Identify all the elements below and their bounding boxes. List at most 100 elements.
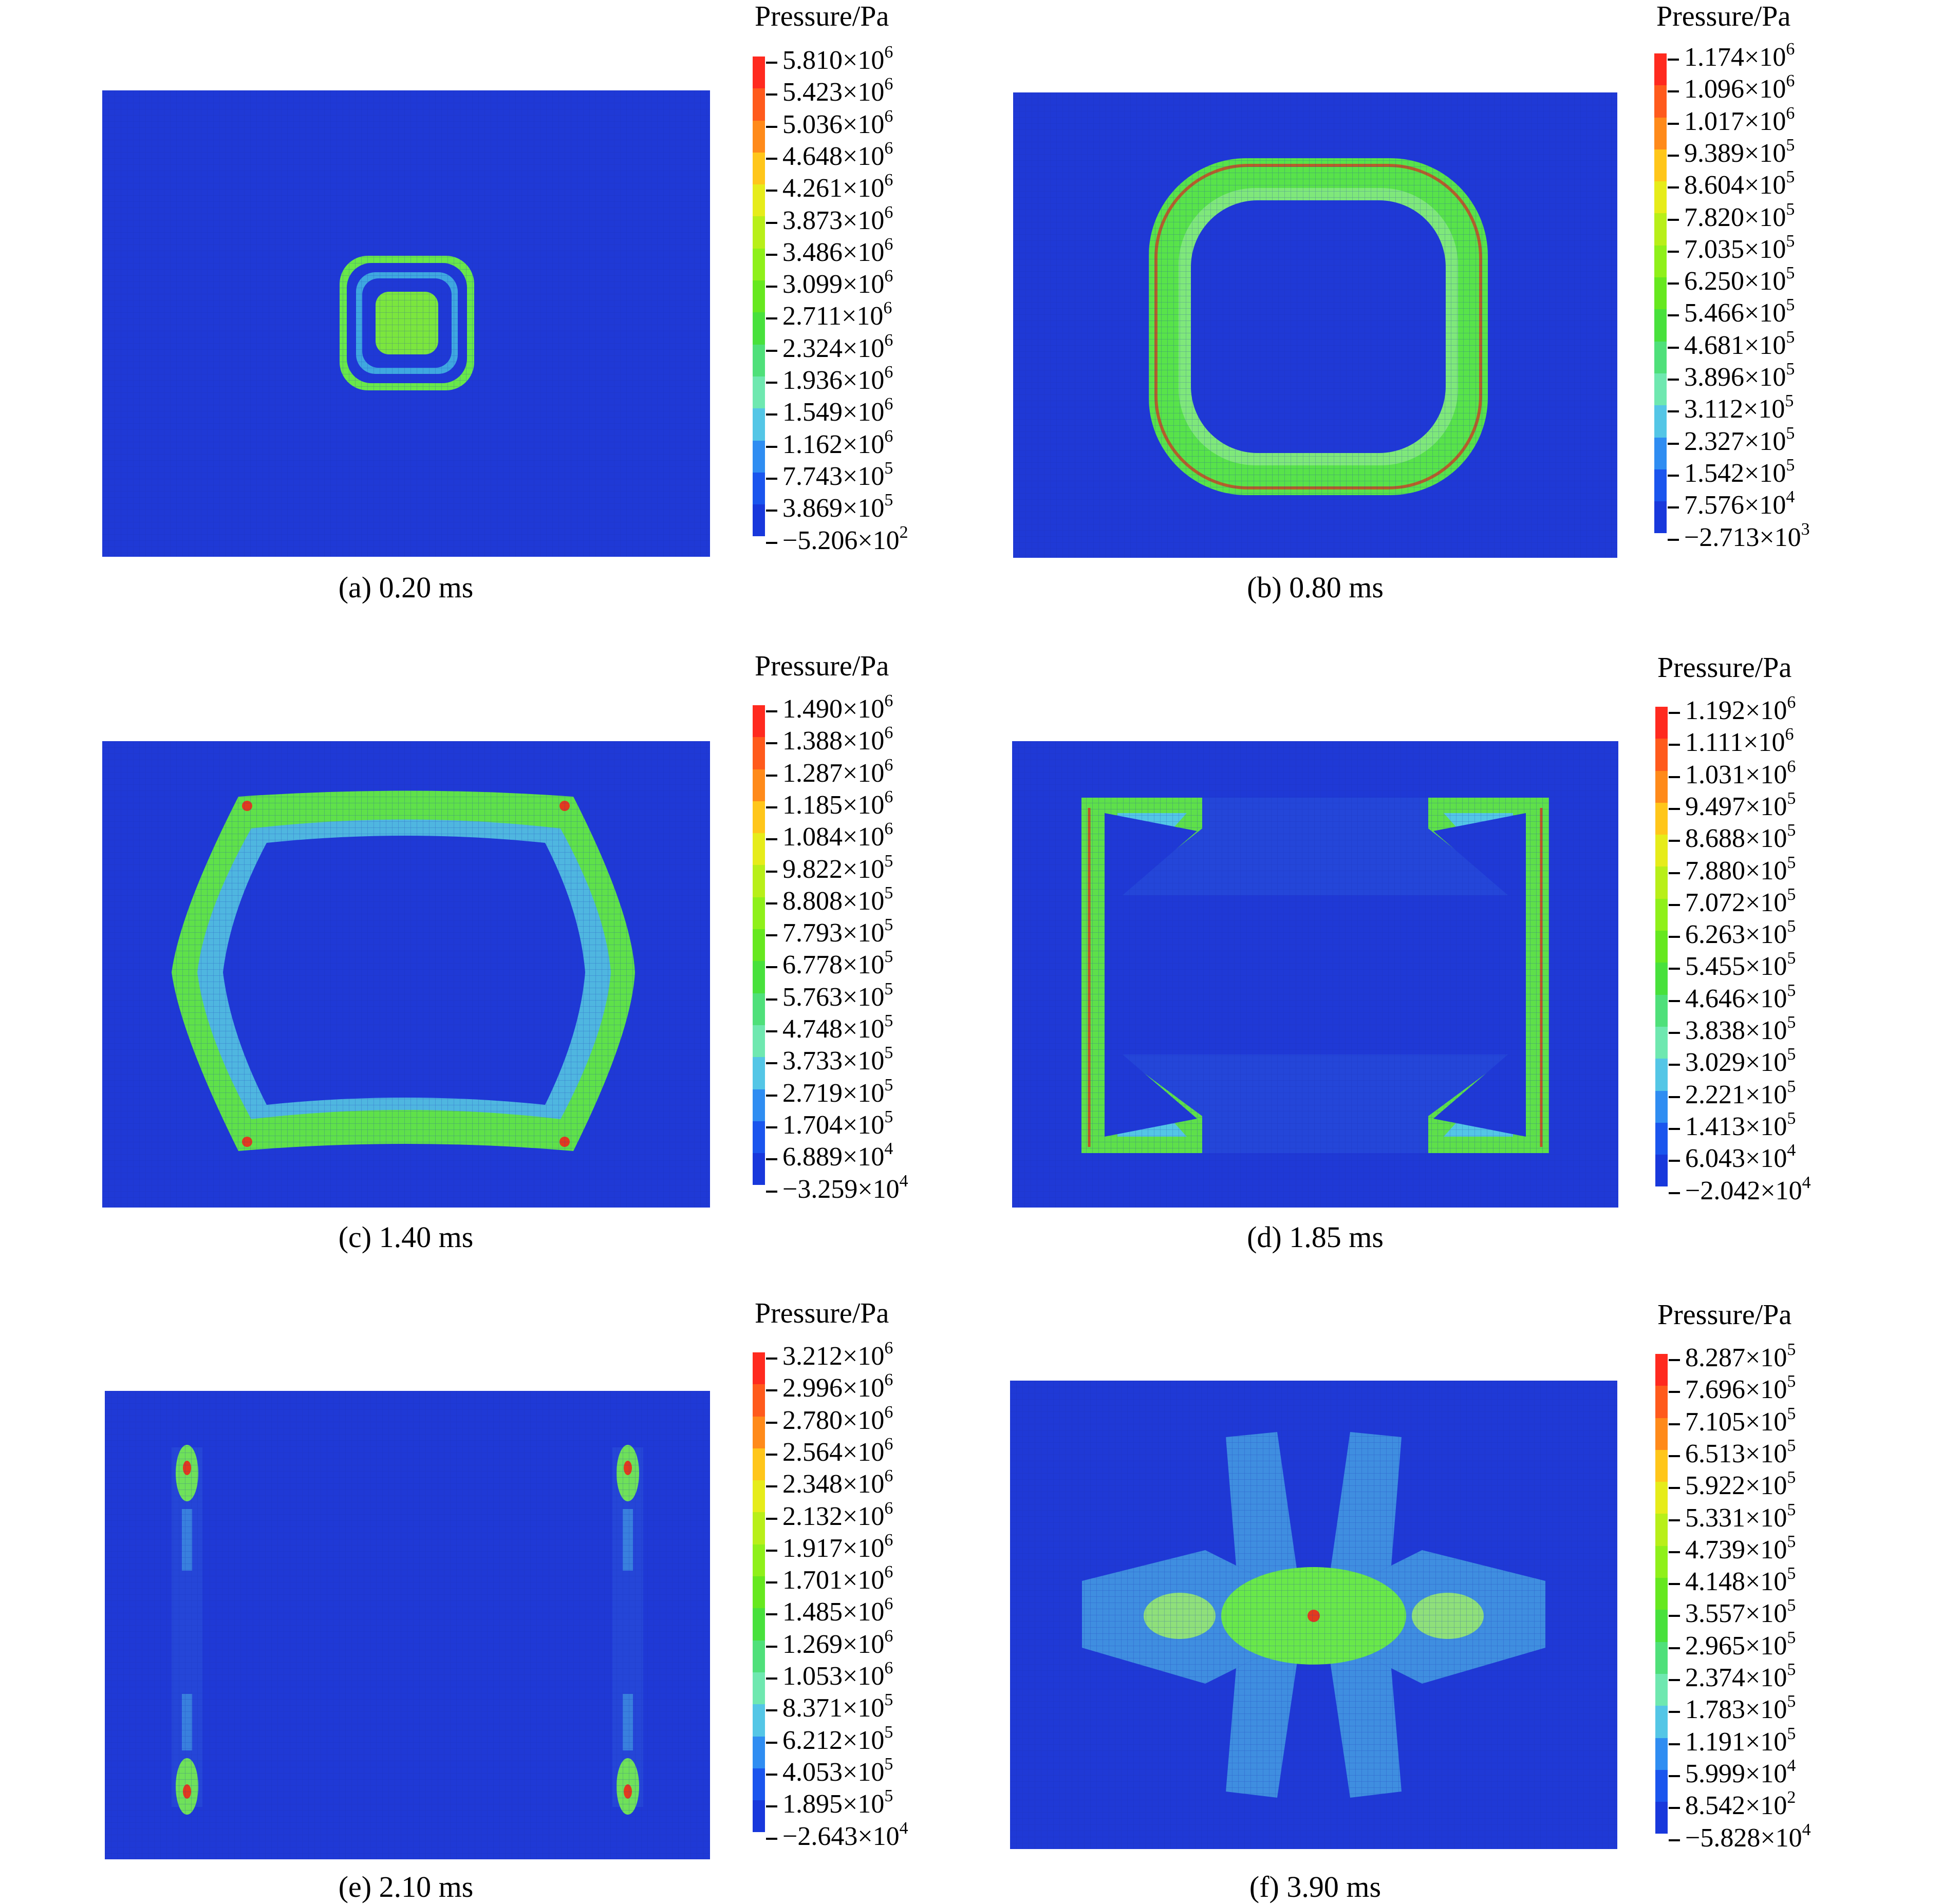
- colorbar: [1655, 707, 1668, 1187]
- tick-mark: [766, 1805, 777, 1808]
- tick-mark: [1668, 538, 1679, 541]
- colorbar-tick-label: 2.221×105: [1669, 1078, 1796, 1108]
- tick-mantissa: 5.922×10: [1685, 1471, 1787, 1501]
- colorbar-segment: [1654, 373, 1667, 406]
- colorbar-segment: [753, 280, 765, 313]
- colorbar-tick-label: 1.783×105: [1669, 1693, 1796, 1723]
- tick-mark: [766, 1062, 777, 1065]
- colorbar-segment: [753, 1416, 765, 1448]
- tick-mantissa: 5.455×10: [1685, 952, 1787, 982]
- tick-mark: [766, 1421, 777, 1424]
- colorbar-segment: [1654, 181, 1667, 214]
- tick-mantissa: 1.287×10: [782, 758, 885, 788]
- colorbar-tick-label: 9.497×105: [1669, 789, 1796, 820]
- panel-caption-e: (e) 2.10 ms: [338, 1870, 474, 1903]
- tick-mantissa: 5.810×10: [782, 46, 885, 75]
- tick-exponent: 6: [884, 234, 893, 254]
- tick-exponent: 6: [884, 171, 893, 190]
- tick-mantissa: 3.733×10: [782, 1046, 885, 1076]
- tick-mark: [1669, 1551, 1680, 1553]
- colorbar-segment: [753, 1480, 765, 1513]
- tick-mantissa: −5.828×10: [1685, 1823, 1802, 1853]
- tick-exponent: 6: [884, 394, 893, 414]
- tick-mark: [766, 253, 777, 256]
- tick-mantissa: −2.042×10: [1685, 1176, 1802, 1205]
- tick-mantissa: −5.206×10: [782, 525, 900, 555]
- colorbar-tick-label: 1.053×106: [766, 1660, 893, 1690]
- colorbar: [753, 56, 765, 537]
- tick-mark: [1669, 744, 1680, 746]
- tick-exponent: 5: [1787, 1596, 1796, 1615]
- tick-mantissa: 1.704×10: [782, 1110, 885, 1140]
- tick-mantissa: 4.148×10: [1685, 1567, 1787, 1597]
- colorbar-segment: [753, 1448, 765, 1481]
- tick-mark: [1668, 218, 1679, 221]
- tick-exponent: 6: [1787, 757, 1796, 776]
- colorbar-tick-label: 8.371×105: [766, 1691, 893, 1722]
- colorbar-segment: [1655, 1354, 1668, 1386]
- tick-mark: [1668, 410, 1679, 413]
- tick-exponent: 5: [884, 851, 893, 871]
- tick-mark: [766, 1773, 777, 1776]
- colorbar-tick-label: 1.936×106: [766, 364, 893, 394]
- tick-mantissa: 7.035×10: [1684, 234, 1786, 264]
- colorbar-segment: [753, 1640, 765, 1672]
- colorbar-tick-label: 4.648×106: [766, 139, 893, 170]
- colorbar-segment: [753, 1089, 765, 1121]
- colorbar-segment: [1655, 994, 1668, 1027]
- tick-exponent: 5: [884, 458, 893, 478]
- tick-exponent: 5: [1787, 1724, 1796, 1743]
- colorbar-segment: [1655, 1545, 1668, 1578]
- tick-mark: [1669, 1615, 1680, 1617]
- tick-exponent: 6: [884, 1658, 893, 1677]
- tick-mantissa: 7.743×10: [782, 461, 885, 491]
- colorbar-tick-label: −2.643×104: [766, 1819, 908, 1850]
- colorbar-tick-label: 7.880×105: [1669, 854, 1796, 884]
- colorbar-segment: [753, 1704, 765, 1737]
- tick-mark: [766, 1158, 777, 1161]
- colorbar-segment: [753, 705, 765, 738]
- tick-mark: [1669, 1839, 1680, 1841]
- tick-exponent: 6: [884, 819, 893, 839]
- tick-mantissa: 8.287×10: [1685, 1343, 1787, 1372]
- colorbar-segment: [1654, 405, 1667, 438]
- tick-mantissa: 1.174×10: [1684, 43, 1786, 72]
- tick-mantissa: 3.486×10: [782, 237, 885, 267]
- colorbar-tick-label: 2.711×106: [766, 299, 892, 330]
- tick-mantissa: 7.576×10: [1684, 491, 1786, 520]
- colorbar-tick-label: −5.206×102: [766, 523, 908, 555]
- colorbar-tick-label: 1.269×106: [766, 1627, 893, 1658]
- colorbar-tick-label: 3.029×105: [1669, 1046, 1796, 1076]
- tick-mantissa: 1.485×10: [782, 1597, 885, 1627]
- tick-exponent: 5: [1786, 167, 1795, 187]
- tick-mark: [1669, 1096, 1680, 1098]
- tick-mantissa: 2.324×10: [782, 333, 885, 363]
- tick-exponent: 5: [1787, 1108, 1796, 1128]
- colorbar-tick-label: 5.455×105: [1669, 950, 1796, 982]
- tick-mark: [1668, 442, 1679, 445]
- tick-mark: [766, 477, 777, 480]
- tick-exponent: 6: [1787, 693, 1796, 712]
- tick-mantissa: 6.778×10: [782, 950, 885, 980]
- tick-exponent: 6: [884, 1530, 893, 1550]
- colorbar-tick-label: 8.604×105: [1668, 168, 1795, 199]
- tick-mark: [1669, 1359, 1680, 1362]
- colorbar-segment: [753, 408, 765, 441]
- tick-exponent: 5: [884, 1754, 893, 1774]
- tick-mantissa: 2.564×10: [782, 1437, 885, 1467]
- tick-mantissa: 4.261×10: [782, 174, 885, 203]
- tick-exponent: 5: [1787, 1628, 1796, 1647]
- tick-exponent: 5: [1787, 884, 1796, 904]
- tick-mantissa: 1.549×10: [782, 398, 885, 427]
- colorbar-segment: [1654, 117, 1667, 149]
- tick-mark: [1669, 1455, 1680, 1457]
- panel-caption-f: (f) 3.90 ms: [1249, 1870, 1381, 1903]
- tick-mark: [1668, 506, 1679, 509]
- tick-mantissa: 9.822×10: [782, 854, 885, 884]
- tick-mantissa: 3.112×10: [1684, 394, 1785, 424]
- colorbar-segment: [753, 1672, 765, 1705]
- colorbar-segment: [1654, 245, 1667, 278]
- colorbar-tick-label: 6.778×105: [766, 948, 893, 980]
- tick-mark: [1669, 936, 1680, 938]
- colorbar-segment: [1654, 149, 1667, 182]
